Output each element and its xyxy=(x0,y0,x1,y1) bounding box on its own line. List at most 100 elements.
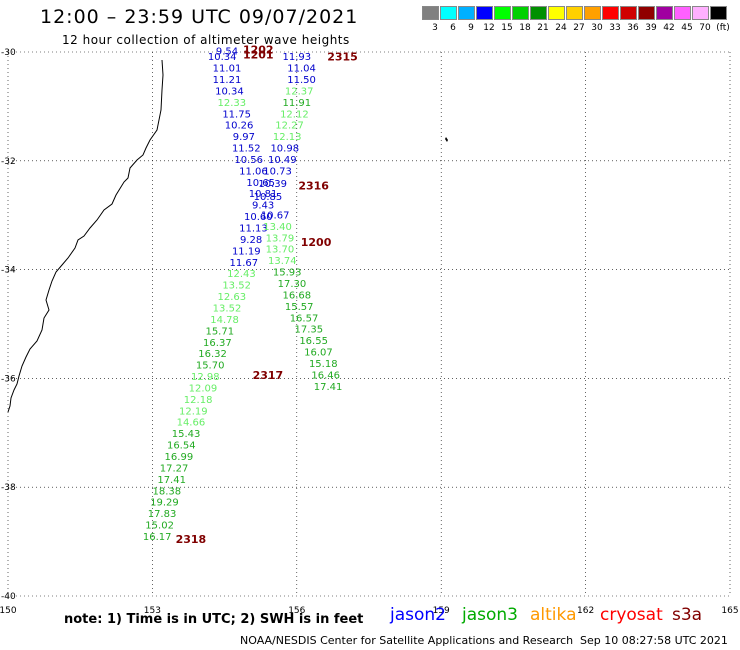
swh-reading: 11.67 xyxy=(230,258,259,269)
lat-tick-label: -34 xyxy=(1,266,16,276)
chart-subtitle: 12 hour collection of altimeter wave hei… xyxy=(62,33,350,47)
swh-reading: 12.09 xyxy=(189,383,218,394)
swh-reading: 13.70 xyxy=(266,245,295,256)
track-time-label: 1202 xyxy=(243,44,274,57)
legend-swatch xyxy=(494,6,511,20)
swh-reading: 11.19 xyxy=(232,246,261,257)
swh-reading: 17.27 xyxy=(160,463,189,474)
generated-timestamp: Sep 10 08:27:58 UTC 2021 xyxy=(580,634,728,647)
swh-reading: 12.33 xyxy=(217,98,246,109)
swh-reading: 9.54 xyxy=(216,47,238,58)
swh-reading: 16.32 xyxy=(198,349,227,360)
swh-reading: 12.27 xyxy=(275,121,304,132)
legend-swatch xyxy=(530,6,547,20)
legend-value: 21 xyxy=(537,23,549,33)
legend-value: 12 xyxy=(483,23,495,33)
legend-value: 42 xyxy=(663,23,675,33)
swh-reading: 12.63 xyxy=(217,292,246,303)
lon-tick-label: 153 xyxy=(144,606,161,616)
swh-reading: 12.18 xyxy=(184,395,213,406)
swh-reading: 16.17 xyxy=(143,532,172,543)
legend-swatch xyxy=(458,6,475,20)
lat-tick-label: -32 xyxy=(1,157,16,167)
lat-tick-label: -38 xyxy=(1,483,16,493)
swh-reading: 9.28 xyxy=(240,235,262,246)
swh-reading: 11.50 xyxy=(287,75,316,86)
swh-reading: 13.52 xyxy=(222,281,251,292)
swh-reading: 15.70 xyxy=(196,361,225,372)
swh-reading: 10.98 xyxy=(270,144,299,155)
swh-reading: 16.54 xyxy=(167,441,196,452)
legend-swatch xyxy=(512,6,529,20)
swh-reading: 11.21 xyxy=(213,75,242,86)
swh-reading: 13.52 xyxy=(213,303,242,314)
map-grid xyxy=(7,51,731,597)
legend-value: 6 xyxy=(450,23,456,33)
coastline xyxy=(7,59,164,413)
swh-reading: 16.55 xyxy=(299,336,328,347)
swh-reading: 15.43 xyxy=(172,429,201,440)
satellite-cryosat: cryosat xyxy=(600,605,663,625)
swh-reading: 15.02 xyxy=(145,521,174,532)
legend-swatch xyxy=(620,6,637,20)
swh-reading: 12.12 xyxy=(280,109,309,120)
swh-reading: 15.93 xyxy=(273,268,302,279)
swh-reading: 11.06 xyxy=(239,166,268,177)
swh-reading: 12.43 xyxy=(227,269,256,280)
legend-value: 70 xyxy=(699,23,711,33)
swh-reading: 15.71 xyxy=(205,326,234,337)
legend-value: 33 xyxy=(609,23,621,33)
swh-reading: 16.57 xyxy=(290,313,319,324)
swh-reading: 10.67 xyxy=(261,210,290,221)
lon-tick-label: 159 xyxy=(433,606,450,616)
legend-unit: (ft) xyxy=(716,23,730,33)
swh-reading: 11.01 xyxy=(213,64,242,75)
swh-reading: 9.97 xyxy=(233,132,255,143)
swh-reading: 10.65 xyxy=(246,178,275,189)
swh-reading: 16.46 xyxy=(311,370,340,381)
swh-reading: 12.98 xyxy=(191,372,220,383)
lat-tick-label: -40 xyxy=(1,592,16,602)
swh-reading: 14.78 xyxy=(210,315,239,326)
axis-labels: 150 153 156 159 162 165 -30 -32 -34 -36 -38 -40 xyxy=(0,48,739,616)
legend-swatch xyxy=(548,6,565,20)
swh-reading: 13.79 xyxy=(266,233,295,244)
swh-reading: 10.73 xyxy=(263,166,292,177)
swh-reading: 15.18 xyxy=(309,359,338,370)
legend-value: 45 xyxy=(681,23,693,33)
legend-value: 27 xyxy=(573,23,585,33)
track-time-label: 1200 xyxy=(301,236,332,249)
swh-reading: 15.57 xyxy=(285,302,314,313)
legend-value: 3 xyxy=(432,23,438,33)
legend-value: 15 xyxy=(501,23,513,33)
legend-value: 9 xyxy=(468,23,474,33)
swh-reading: 17.41 xyxy=(314,382,343,393)
swh-reading: 17.30 xyxy=(278,279,307,290)
lon-tick-label: 165 xyxy=(721,606,738,616)
lat-tick-label: -36 xyxy=(1,374,16,384)
footnote: note: 1) Time is in UTC; 2) SWH is in fe… xyxy=(64,612,364,627)
swh-reading: 16.07 xyxy=(304,348,333,359)
swh-reading: 12.37 xyxy=(285,86,314,97)
legend-swatch xyxy=(440,6,457,20)
swh-reading: 10.34 xyxy=(215,86,244,97)
satellite-s3a: s3a xyxy=(672,605,703,625)
legend-swatch xyxy=(710,6,727,20)
small-island xyxy=(445,137,448,142)
swh-reading: 10.39 xyxy=(258,179,287,190)
swh-reading: 14.66 xyxy=(177,418,206,429)
swh-reading: 9.43 xyxy=(252,201,274,212)
swh-reading: 11.04 xyxy=(287,64,316,75)
swh-reading: 11.13 xyxy=(239,224,268,235)
legend-swatch xyxy=(476,6,493,20)
satellite-jason3: jason3 xyxy=(462,605,518,625)
swh-reading: 16.68 xyxy=(282,290,311,301)
legend-value: 39 xyxy=(645,23,657,33)
swh-reading: 10.81 xyxy=(249,189,278,200)
swh-reading: 16.99 xyxy=(165,452,194,463)
swh-reading: 11.91 xyxy=(282,98,311,109)
track-time-label: 2315 xyxy=(327,51,358,64)
swh-reading: 18.38 xyxy=(153,486,182,497)
